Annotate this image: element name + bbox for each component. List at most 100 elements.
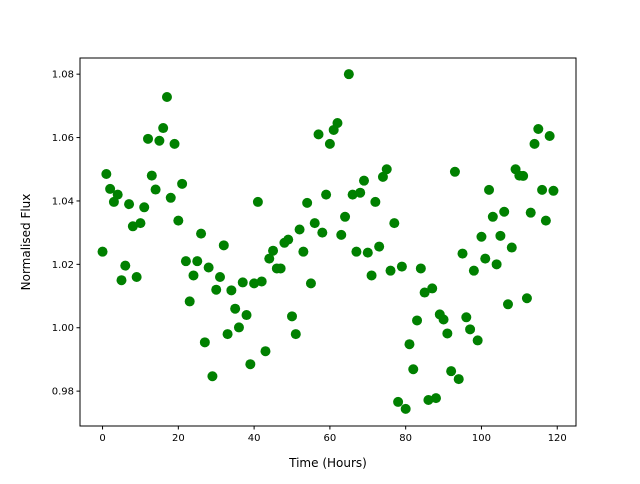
- data-point: [446, 366, 457, 377]
- data-point: [290, 329, 301, 340]
- data-point: [321, 189, 332, 200]
- data-point: [188, 270, 199, 281]
- data-point: [400, 403, 411, 414]
- data-point: [548, 185, 559, 196]
- data-point: [120, 260, 131, 271]
- y-tick-label: 1.06: [52, 133, 74, 144]
- data-point: [97, 246, 108, 257]
- data-point: [412, 315, 423, 326]
- x-tick-label: 0: [99, 433, 105, 444]
- data-point: [233, 322, 244, 333]
- data-point: [215, 272, 226, 283]
- data-point: [351, 246, 362, 257]
- data-point: [525, 207, 536, 218]
- data-point: [533, 124, 544, 135]
- x-tick-label: 20: [172, 433, 185, 444]
- data-point: [484, 184, 495, 195]
- y-tick-label: 0.98: [52, 387, 74, 398]
- x-axis-label: Time (Hours): [288, 456, 367, 470]
- data-point: [165, 192, 176, 203]
- data-point: [150, 184, 161, 195]
- data-point: [260, 346, 271, 357]
- y-tick-label: 1.00: [52, 323, 74, 334]
- data-point: [340, 211, 351, 222]
- data-point: [199, 337, 210, 348]
- data-point: [396, 261, 407, 272]
- data-point: [158, 123, 169, 134]
- data-point: [177, 178, 188, 189]
- data-point: [332, 117, 343, 128]
- data-point: [116, 275, 127, 286]
- data-point: [465, 324, 476, 335]
- data-point: [287, 311, 298, 322]
- data-point: [449, 166, 460, 177]
- data-point: [487, 211, 498, 222]
- data-point: [324, 138, 335, 149]
- data-point: [298, 246, 309, 257]
- data-point: [366, 270, 377, 281]
- data-point: [457, 248, 468, 259]
- data-point: [430, 393, 441, 404]
- y-tick-label: 1.08: [52, 70, 74, 81]
- data-point: [362, 247, 373, 258]
- data-point: [309, 218, 320, 229]
- data-point: [139, 202, 150, 213]
- data-point: [377, 171, 388, 182]
- data-point: [461, 312, 472, 323]
- data-point: [476, 231, 487, 242]
- data-point: [506, 242, 517, 253]
- data-point: [105, 183, 116, 194]
- y-axis-label: Normalised Flux: [19, 194, 33, 291]
- x-tick-label: 120: [548, 433, 567, 444]
- data-point: [381, 164, 392, 175]
- data-point: [480, 253, 491, 264]
- data-point: [196, 228, 207, 239]
- data-point: [317, 227, 328, 238]
- data-point: [245, 359, 256, 370]
- data-point: [203, 262, 214, 273]
- data-point: [521, 293, 532, 304]
- x-tick-label: 80: [399, 433, 412, 444]
- data-point: [495, 230, 506, 241]
- data-point: [207, 371, 218, 382]
- data-point: [169, 138, 180, 149]
- data-point: [518, 170, 529, 181]
- data-point: [101, 169, 112, 180]
- data-point: [419, 287, 430, 298]
- data-point: [230, 303, 241, 314]
- data-point: [544, 130, 555, 141]
- x-tick-label: 100: [472, 433, 491, 444]
- data-point: [408, 364, 419, 375]
- data-point: [154, 135, 165, 146]
- data-point: [438, 314, 449, 325]
- data-point: [252, 196, 263, 207]
- data-point: [268, 245, 279, 256]
- data-point: [499, 206, 510, 217]
- data-point: [222, 329, 233, 340]
- plot-frame: [79, 57, 577, 427]
- data-point: [302, 197, 313, 208]
- data-point: [146, 170, 157, 181]
- data-point: [540, 215, 551, 226]
- data-point: [135, 218, 146, 229]
- y-axis: 0.98 1.00 1.02 1.04 1.06 1.08: [52, 70, 80, 398]
- data-point: [184, 296, 195, 307]
- data-point: [472, 335, 483, 346]
- data-point: [468, 265, 479, 276]
- data-point: [423, 395, 434, 406]
- data-point: [294, 224, 305, 235]
- data-point: [180, 256, 191, 267]
- x-tick-label: 60: [324, 433, 337, 444]
- x-tick-label: 40: [248, 433, 261, 444]
- data-point: [529, 138, 540, 149]
- data-point: [131, 272, 142, 283]
- data-point: [347, 189, 358, 200]
- data-point: [192, 256, 203, 267]
- data-point: [283, 234, 294, 245]
- data-point: [275, 263, 286, 274]
- data-points: [97, 69, 559, 414]
- y-tick-label: 1.02: [52, 260, 74, 271]
- data-point: [161, 91, 172, 102]
- data-point: [370, 196, 381, 207]
- data-point: [404, 339, 415, 350]
